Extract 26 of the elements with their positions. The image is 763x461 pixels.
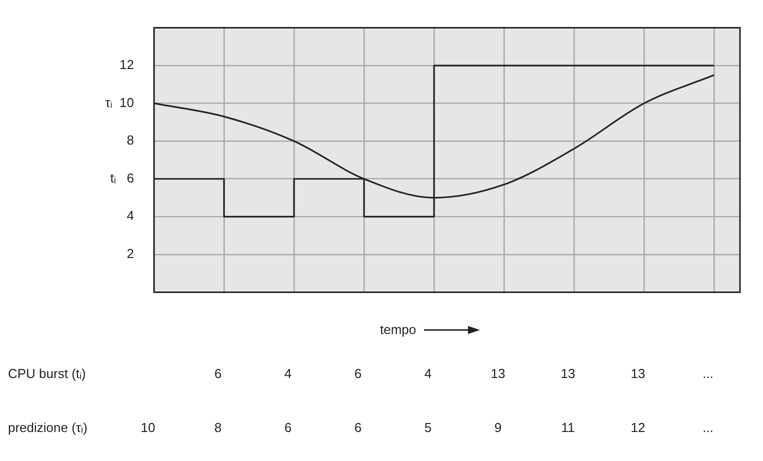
text: ... bbox=[702, 366, 714, 381]
y-tick-label: 8 bbox=[126, 132, 134, 148]
text: 10 bbox=[140, 420, 156, 435]
text: ... bbox=[702, 420, 714, 435]
text: 13 bbox=[630, 366, 646, 381]
text: 8 bbox=[213, 420, 223, 435]
y-tick-label: 2 bbox=[126, 246, 134, 262]
text: 13 bbox=[560, 366, 576, 381]
text: 6 bbox=[353, 366, 363, 381]
text: 6 bbox=[213, 366, 223, 381]
text: CPU burst (tᵢ) bbox=[8, 366, 86, 381]
text: 9 bbox=[493, 420, 503, 435]
text: 6 bbox=[353, 420, 363, 435]
text: 12 bbox=[630, 420, 646, 435]
text: 4 bbox=[423, 366, 433, 381]
y-tick-label: 4 bbox=[126, 208, 134, 224]
text: 6 bbox=[283, 420, 293, 435]
text: 5 bbox=[423, 420, 433, 435]
text: 13 bbox=[490, 366, 506, 381]
text: predizione (τᵢ) bbox=[8, 420, 88, 435]
y-tick-label: tᵢ 6 bbox=[110, 170, 134, 186]
x-axis-title: tempo bbox=[380, 322, 416, 337]
text: 11 bbox=[560, 420, 576, 435]
text: 4 bbox=[283, 366, 293, 381]
y-tick-label: τᵢ 10 bbox=[105, 94, 134, 110]
y-tick-label: 12 bbox=[120, 57, 134, 72]
